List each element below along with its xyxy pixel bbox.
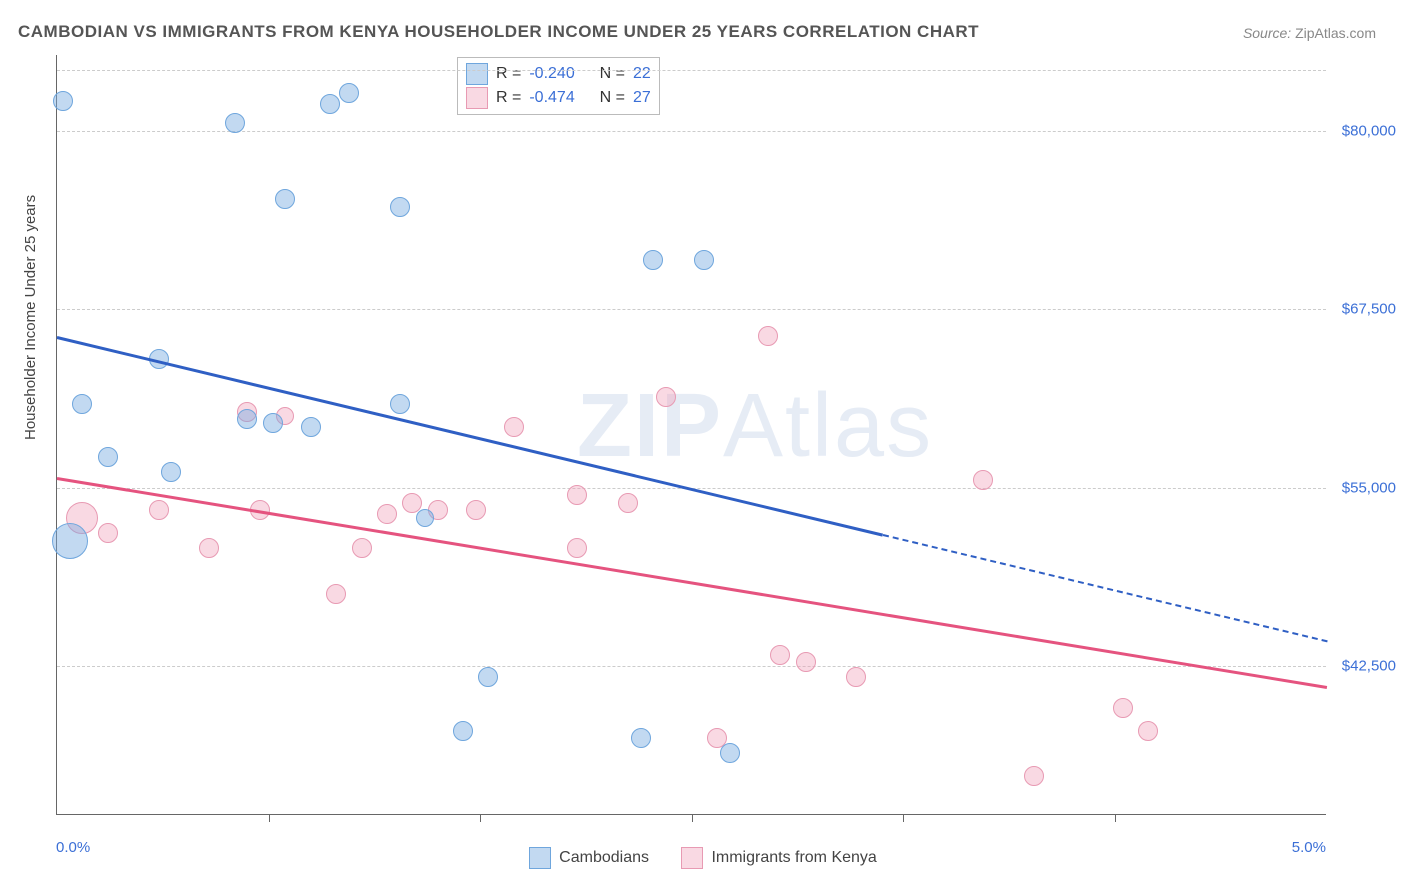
source-attribution: Source: ZipAtlas.com — [1243, 25, 1376, 41]
pink-point — [796, 652, 816, 672]
n-label: N = — [600, 62, 625, 86]
blue-point — [320, 94, 340, 114]
x-tick — [903, 814, 904, 822]
pink-point — [618, 493, 638, 513]
pink-point — [567, 485, 587, 505]
blue-point — [453, 721, 473, 741]
blue-point — [98, 447, 118, 467]
pink-point — [98, 523, 118, 543]
pink-point — [466, 500, 486, 520]
pink-point — [973, 470, 993, 490]
blue-point — [275, 189, 295, 209]
blue-point — [631, 728, 651, 748]
legend-label-pink: Immigrants from Kenya — [711, 849, 876, 867]
watermark: ZIPAtlas — [577, 375, 933, 478]
blue-point — [643, 250, 663, 270]
blue-point — [720, 743, 740, 763]
pink-point — [1113, 698, 1133, 718]
chart-title: CAMBODIAN VS IMMIGRANTS FROM KENYA HOUSE… — [18, 22, 979, 42]
pink-point — [352, 538, 372, 558]
r-label: R = — [496, 86, 521, 110]
blue-point — [694, 250, 714, 270]
pink-point — [1024, 766, 1044, 786]
blue-point — [72, 394, 92, 414]
stats-row-blue: R = -0.240 N = 22 — [466, 62, 651, 86]
source-text: ZipAtlas.com — [1295, 25, 1376, 41]
pink-point — [656, 387, 676, 407]
legend-swatch-blue — [529, 847, 551, 869]
y-tick-label: $55,000 — [1331, 479, 1396, 496]
legend-item-pink: Immigrants from Kenya — [681, 847, 876, 869]
y-axis-title: Householder Income Under 25 years — [22, 195, 39, 440]
trend-line — [57, 477, 1327, 689]
r-label: R = — [496, 62, 521, 86]
legend-label-blue: Cambodians — [559, 849, 649, 867]
plot-area: ZIPAtlas R = -0.240 N = 22 R = -0.474 N … — [56, 55, 1326, 815]
blue-point — [301, 417, 321, 437]
y-tick-label: $42,500 — [1331, 657, 1396, 674]
stats-row-pink: R = -0.474 N = 27 — [466, 86, 651, 110]
legend-swatch-pink — [681, 847, 703, 869]
blue-point — [390, 394, 410, 414]
blue-point — [52, 523, 88, 559]
x-tick — [692, 814, 693, 822]
blue-point — [237, 409, 257, 429]
blue-point — [53, 91, 73, 111]
pink-point — [770, 645, 790, 665]
swatch-blue — [466, 63, 488, 85]
watermark-bold: ZIP — [577, 376, 723, 476]
gridline — [57, 70, 1326, 71]
pink-point — [326, 584, 346, 604]
blue-point — [161, 462, 181, 482]
r-value-pink: -0.474 — [529, 86, 574, 110]
y-tick-label: $80,000 — [1331, 122, 1396, 139]
gridline — [57, 131, 1326, 132]
pink-point — [758, 326, 778, 346]
blue-point — [390, 197, 410, 217]
blue-point — [263, 413, 283, 433]
x-tick — [1115, 814, 1116, 822]
y-tick-label: $67,500 — [1331, 301, 1396, 318]
pink-point — [504, 417, 524, 437]
stats-legend: R = -0.240 N = 22 R = -0.474 N = 27 — [457, 57, 660, 115]
blue-point — [339, 83, 359, 103]
source-label: Source: — [1243, 25, 1291, 41]
pink-point — [567, 538, 587, 558]
blue-point — [416, 509, 434, 527]
blue-point — [478, 667, 498, 687]
swatch-pink — [466, 87, 488, 109]
legend-item-blue: Cambodians — [529, 847, 649, 869]
bottom-legend: Cambodians Immigrants from Kenya — [0, 847, 1406, 874]
r-value-blue: -0.240 — [529, 62, 574, 86]
pink-point — [1138, 721, 1158, 741]
pink-point — [149, 500, 169, 520]
x-tick — [480, 814, 481, 822]
watermark-rest: Atlas — [723, 376, 933, 476]
n-value-blue: 22 — [633, 62, 651, 86]
pink-point — [377, 504, 397, 524]
chart-container: CAMBODIAN VS IMMIGRANTS FROM KENYA HOUSE… — [0, 0, 1406, 892]
x-tick — [269, 814, 270, 822]
n-label: N = — [600, 86, 625, 110]
gridline — [57, 309, 1326, 310]
pink-point — [199, 538, 219, 558]
gridline — [57, 666, 1326, 667]
blue-point — [225, 113, 245, 133]
pink-point — [846, 667, 866, 687]
n-value-pink: 27 — [633, 86, 651, 110]
